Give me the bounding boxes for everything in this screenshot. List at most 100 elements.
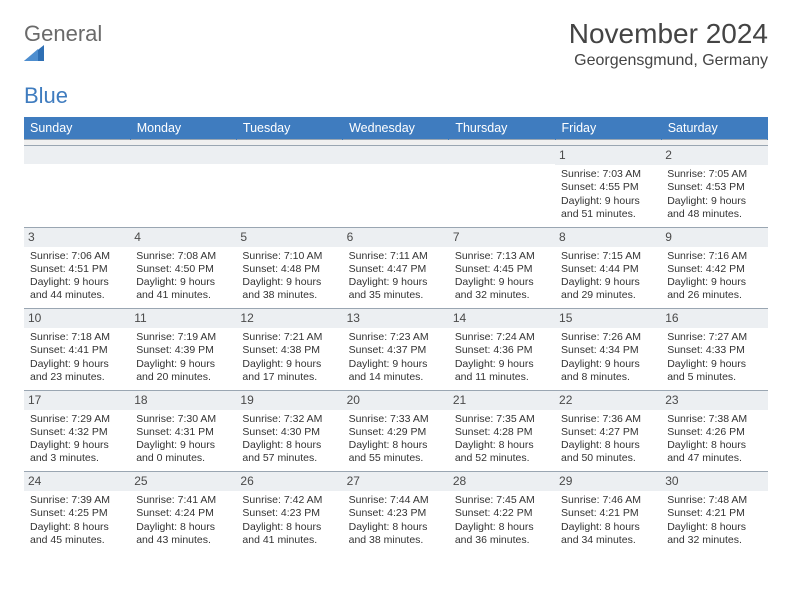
daylight2-text: and 48 minutes. — [667, 208, 761, 221]
sunrise-text: Sunrise: 7:46 AM — [561, 494, 655, 507]
sunrise-text: Sunrise: 7:48 AM — [667, 494, 761, 507]
sunrise-text: Sunrise: 7:05 AM — [667, 168, 761, 181]
daylight2-text: and 0 minutes. — [136, 452, 230, 465]
daylight2-text: and 20 minutes. — [136, 371, 230, 384]
calendar-head: Sunday Monday Tuesday Wednesday Thursday… — [24, 117, 768, 140]
weekday-header: Saturday — [661, 117, 767, 140]
calendar-day-cell: 22Sunrise: 7:36 AMSunset: 4:27 PMDayligh… — [555, 390, 661, 472]
daylight2-text: and 14 minutes. — [349, 371, 443, 384]
sunset-text: Sunset: 4:42 PM — [667, 263, 761, 276]
calendar-day-cell: 29Sunrise: 7:46 AMSunset: 4:21 PMDayligh… — [555, 472, 661, 553]
sunrise-text: Sunrise: 7:44 AM — [349, 494, 443, 507]
calendar-table: Sunday Monday Tuesday Wednesday Thursday… — [24, 117, 768, 553]
sunrise-text: Sunrise: 7:11 AM — [349, 250, 443, 263]
daylight2-text: and 32 minutes. — [667, 534, 761, 547]
weekday-header: Sunday — [24, 117, 130, 140]
calendar-day-cell: 30Sunrise: 7:48 AMSunset: 4:21 PMDayligh… — [661, 472, 767, 553]
sunset-text: Sunset: 4:36 PM — [455, 344, 549, 357]
daylight1-text: Daylight: 8 hours — [667, 439, 761, 452]
sunrise-text: Sunrise: 7:29 AM — [30, 413, 124, 426]
day-number — [449, 146, 555, 164]
day-number: 9 — [661, 228, 767, 247]
calendar-day-cell: 28Sunrise: 7:45 AMSunset: 4:22 PMDayligh… — [449, 472, 555, 553]
calendar-day-cell: 21Sunrise: 7:35 AMSunset: 4:28 PMDayligh… — [449, 390, 555, 472]
daylight1-text: Daylight: 8 hours — [242, 439, 336, 452]
daylight2-text: and 44 minutes. — [30, 289, 124, 302]
daylight2-text: and 26 minutes. — [667, 289, 761, 302]
header: General Blue November 2024 Georgensgmund… — [24, 18, 768, 107]
daylight2-text: and 11 minutes. — [455, 371, 549, 384]
daylight1-text: Daylight: 9 hours — [136, 358, 230, 371]
sunset-text: Sunset: 4:45 PM — [455, 263, 549, 276]
daylight2-text: and 51 minutes. — [561, 208, 655, 221]
day-number: 3 — [24, 228, 130, 247]
logo: General Blue — [24, 18, 102, 107]
sunset-text: Sunset: 4:47 PM — [349, 263, 443, 276]
daylight1-text: Daylight: 9 hours — [561, 276, 655, 289]
day-number: 6 — [343, 228, 449, 247]
calendar-week-row: 24Sunrise: 7:39 AMSunset: 4:25 PMDayligh… — [24, 472, 768, 553]
sunset-text: Sunset: 4:21 PM — [667, 507, 761, 520]
daylight2-text: and 23 minutes. — [30, 371, 124, 384]
sunrise-text: Sunrise: 7:19 AM — [136, 331, 230, 344]
sunset-text: Sunset: 4:25 PM — [30, 507, 124, 520]
sunset-text: Sunset: 4:27 PM — [561, 426, 655, 439]
sunrise-text: Sunrise: 7:18 AM — [30, 331, 124, 344]
sunset-text: Sunset: 4:39 PM — [136, 344, 230, 357]
sunrise-text: Sunrise: 7:36 AM — [561, 413, 655, 426]
calendar-day-cell: 7Sunrise: 7:13 AMSunset: 4:45 PMDaylight… — [449, 227, 555, 309]
day-number: 5 — [236, 228, 342, 247]
daylight1-text: Daylight: 9 hours — [30, 276, 124, 289]
sunset-text: Sunset: 4:44 PM — [561, 263, 655, 276]
page: General Blue November 2024 Georgensgmund… — [0, 0, 792, 565]
sunset-text: Sunset: 4:51 PM — [30, 263, 124, 276]
calendar-day-cell: 6Sunrise: 7:11 AMSunset: 4:47 PMDaylight… — [343, 227, 449, 309]
daylight2-text: and 35 minutes. — [349, 289, 443, 302]
daylight1-text: Daylight: 9 hours — [561, 195, 655, 208]
sunset-text: Sunset: 4:34 PM — [561, 344, 655, 357]
weekday-header: Wednesday — [343, 117, 449, 140]
calendar-day-cell: 27Sunrise: 7:44 AMSunset: 4:23 PMDayligh… — [343, 472, 449, 553]
calendar-day-cell: 19Sunrise: 7:32 AMSunset: 4:30 PMDayligh… — [236, 390, 342, 472]
daylight1-text: Daylight: 9 hours — [242, 358, 336, 371]
calendar-week-row: 10Sunrise: 7:18 AMSunset: 4:41 PMDayligh… — [24, 309, 768, 391]
day-number: 7 — [449, 228, 555, 247]
sunset-text: Sunset: 4:50 PM — [136, 263, 230, 276]
calendar-day-cell: 11Sunrise: 7:19 AMSunset: 4:39 PMDayligh… — [130, 309, 236, 391]
daylight2-text: and 17 minutes. — [242, 371, 336, 384]
calendar-day-cell: 24Sunrise: 7:39 AMSunset: 4:25 PMDayligh… — [24, 472, 130, 553]
sunset-text: Sunset: 4:33 PM — [667, 344, 761, 357]
daylight1-text: Daylight: 9 hours — [455, 358, 549, 371]
day-number — [236, 146, 342, 164]
sunset-text: Sunset: 4:23 PM — [242, 507, 336, 520]
sunrise-text: Sunrise: 7:16 AM — [667, 250, 761, 263]
logo-word-general: General — [24, 21, 102, 46]
calendar-day-cell: 13Sunrise: 7:23 AMSunset: 4:37 PMDayligh… — [343, 309, 449, 391]
day-number: 4 — [130, 228, 236, 247]
calendar-day-cell: 5Sunrise: 7:10 AMSunset: 4:48 PMDaylight… — [236, 227, 342, 309]
daylight2-text: and 55 minutes. — [349, 452, 443, 465]
day-number: 20 — [343, 391, 449, 410]
calendar-body: 1Sunrise: 7:03 AMSunset: 4:55 PMDaylight… — [24, 140, 768, 553]
daylight1-text: Daylight: 9 hours — [136, 276, 230, 289]
day-number: 19 — [236, 391, 342, 410]
calendar-week-row: 3Sunrise: 7:06 AMSunset: 4:51 PMDaylight… — [24, 227, 768, 309]
daylight2-text: and 57 minutes. — [242, 452, 336, 465]
day-number: 22 — [555, 391, 661, 410]
sail-icon — [24, 45, 102, 61]
sunrise-text: Sunrise: 7:24 AM — [455, 331, 549, 344]
daylight1-text: Daylight: 9 hours — [667, 276, 761, 289]
sunset-text: Sunset: 4:55 PM — [561, 181, 655, 194]
sunset-text: Sunset: 4:31 PM — [136, 426, 230, 439]
day-number: 13 — [343, 309, 449, 328]
daylight1-text: Daylight: 9 hours — [455, 276, 549, 289]
sunset-text: Sunset: 4:41 PM — [30, 344, 124, 357]
day-number: 29 — [555, 472, 661, 491]
calendar-day-cell: 4Sunrise: 7:08 AMSunset: 4:50 PMDaylight… — [130, 227, 236, 309]
sunrise-text: Sunrise: 7:33 AM — [349, 413, 443, 426]
daylight2-text: and 34 minutes. — [561, 534, 655, 547]
sunset-text: Sunset: 4:53 PM — [667, 181, 761, 194]
daylight2-text: and 36 minutes. — [455, 534, 549, 547]
daylight1-text: Daylight: 9 hours — [30, 358, 124, 371]
sunset-text: Sunset: 4:30 PM — [242, 426, 336, 439]
